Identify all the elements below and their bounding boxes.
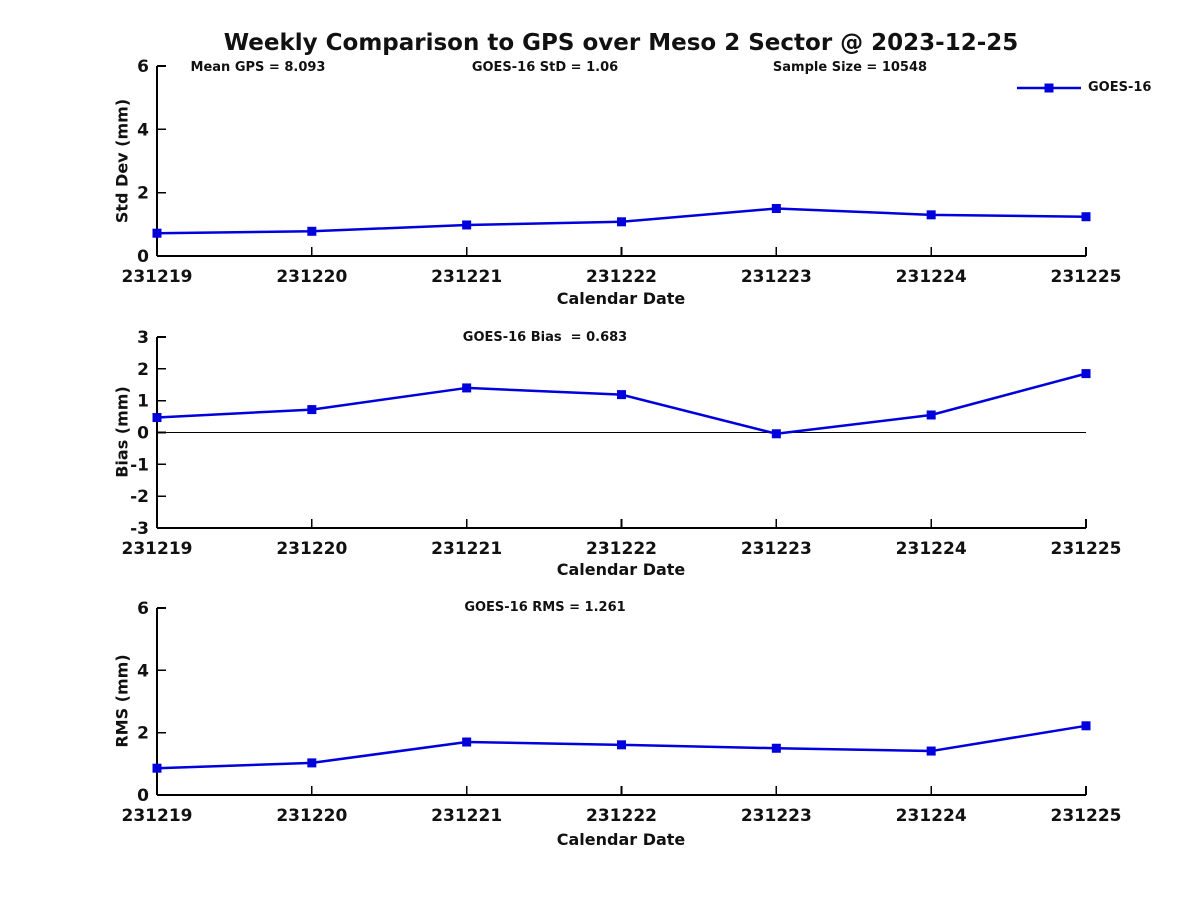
x-tick-label: 231221 xyxy=(431,539,502,559)
data-point-marker xyxy=(462,383,472,393)
x-axis-label-stddev: Calendar Date xyxy=(556,289,686,308)
y-tick-label: 2 xyxy=(137,184,149,204)
x-tick-label: 231220 xyxy=(276,806,347,826)
data-point-marker xyxy=(1081,212,1091,222)
x-tick-label: 231223 xyxy=(741,806,812,826)
y-tick-label: -2 xyxy=(130,487,149,507)
x-tick-label: 231220 xyxy=(276,539,347,559)
x-tick-label: 231223 xyxy=(741,267,812,287)
x-tick-label: 231224 xyxy=(896,806,967,826)
data-point-marker xyxy=(926,210,936,220)
x-tick-label: 231221 xyxy=(431,806,502,826)
data-point-marker xyxy=(926,410,936,420)
data-point-marker xyxy=(307,226,317,236)
y-tick-label: 2 xyxy=(137,360,149,380)
x-tick-label: 231222 xyxy=(586,267,657,287)
stat-mean-gps: Mean GPS = 8.093 xyxy=(190,60,326,75)
x-tick-label: 231225 xyxy=(1051,806,1122,826)
data-point-marker xyxy=(152,228,162,238)
x-axis-label-rms: Calendar Date xyxy=(556,830,686,849)
x-axis-label-bias: Calendar Date xyxy=(556,560,686,579)
x-tick-label: 231223 xyxy=(741,539,812,559)
y-axis-label-rms: RMS (mm) xyxy=(112,654,132,748)
y-tick-label: 6 xyxy=(137,599,149,619)
data-line-goes-16 xyxy=(156,372,1087,436)
data-point-marker xyxy=(152,763,162,773)
x-tick-label: 231225 xyxy=(1051,539,1122,559)
y-axis-label-stddev: Std Dev (mm) xyxy=(112,98,132,224)
x-tick-label: 231224 xyxy=(896,539,967,559)
data-point-marker xyxy=(771,743,781,753)
y-tick-label: 3 xyxy=(137,328,149,348)
y-tick-label: 6 xyxy=(137,57,149,77)
x-tick-label: 231224 xyxy=(896,267,967,287)
y-tick-label: -3 xyxy=(130,519,149,539)
y-tick-label: 4 xyxy=(137,120,149,140)
data-point-marker xyxy=(307,405,317,415)
data-point-marker xyxy=(1081,369,1091,379)
subplot-title-bias: GOES-16 Bias = 0.683 xyxy=(462,330,628,345)
y-tick-label: 0 xyxy=(137,247,149,267)
figure-title: Weekly Comparison to GPS over Meso 2 Sec… xyxy=(223,30,1019,56)
data-point-marker xyxy=(771,429,781,439)
data-point-marker xyxy=(926,746,936,756)
y-tick-label: 1 xyxy=(137,392,149,412)
stat-goes16-std: GOES-16 StD = 1.06 xyxy=(471,60,619,75)
x-tick-label: 231222 xyxy=(586,806,657,826)
data-point-marker xyxy=(152,413,162,423)
x-tick-label: 231225 xyxy=(1051,267,1122,287)
legend-line-marker-icon xyxy=(1017,83,1081,92)
x-tick-label: 231222 xyxy=(586,539,657,559)
y-tick-label: 4 xyxy=(137,661,149,681)
x-tick-label: 231221 xyxy=(431,267,502,287)
x-tick-label: 231219 xyxy=(122,539,193,559)
data-point-marker xyxy=(307,758,317,768)
x-tick-label: 231220 xyxy=(276,267,347,287)
data-point-marker xyxy=(771,204,781,213)
legend-label: GOES-16 xyxy=(1088,80,1152,95)
y-axis-label-bias: Bias (mm) xyxy=(112,386,132,478)
y-tick-label: 2 xyxy=(137,724,149,744)
x-tick-label: 231219 xyxy=(122,267,193,287)
subplot-title-rms: GOES-16 RMS = 1.261 xyxy=(464,600,626,615)
x-tick-label: 231219 xyxy=(122,806,193,826)
y-tick-label: 0 xyxy=(137,424,149,444)
y-tick-label: -1 xyxy=(130,455,149,475)
y-tick-label: 0 xyxy=(137,786,149,806)
stat-sample-size: Sample Size = 10548 xyxy=(772,60,928,75)
data-point-marker xyxy=(617,390,626,400)
data-point-marker xyxy=(617,217,626,227)
data-point-marker xyxy=(617,740,626,750)
legend: GOES-16 xyxy=(1016,80,1151,95)
data-point-marker xyxy=(1081,721,1091,731)
data-point-marker xyxy=(462,220,472,230)
data-point-marker xyxy=(462,737,472,747)
